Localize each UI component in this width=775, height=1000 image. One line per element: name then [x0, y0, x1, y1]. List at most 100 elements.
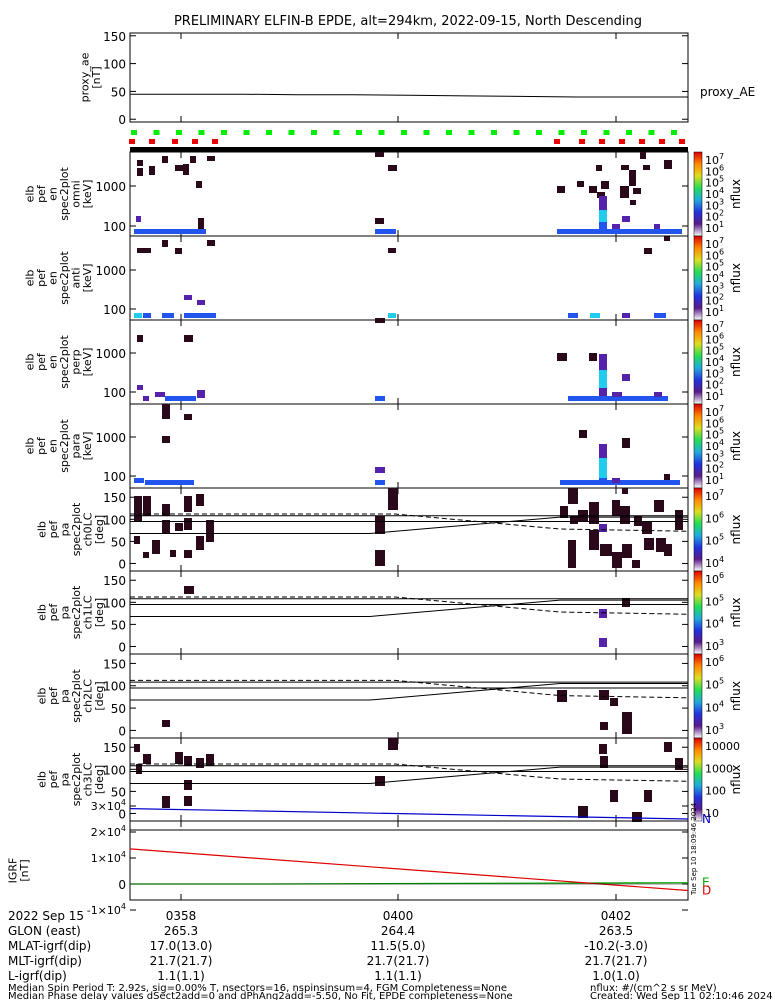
- footer-created: Created: Wed Sep 11 02:10:46 2024: [590, 991, 773, 1000]
- heatmap-cell: [568, 488, 578, 504]
- colorbar: [693, 570, 703, 655]
- heatmap-cell: [162, 796, 170, 808]
- heatmap-cell: [184, 518, 192, 530]
- heatmap-cell: [664, 742, 672, 752]
- colorbar-tick-label: 105: [705, 427, 724, 442]
- colorbar-tick-label: 106: [705, 654, 724, 669]
- y-tick-label: 0: [118, 557, 126, 571]
- heatmap-cell: [388, 488, 398, 510]
- heatmap-cell: [629, 170, 636, 186]
- status-green-marker: [626, 130, 632, 135]
- heatmap-cell: [134, 478, 144, 483]
- status-red-marker: [639, 139, 645, 144]
- heatmap-cell: [612, 478, 620, 483]
- status-green-marker: [446, 130, 452, 135]
- heatmap-cell: [184, 550, 192, 558]
- colorbar-tick-label: 102: [705, 461, 724, 476]
- colorbar-tick-label: 104: [705, 270, 724, 285]
- colorbar-tick-label: 102: [705, 377, 724, 392]
- heatmap-cell: [162, 313, 174, 318]
- status-green-marker: [671, 130, 677, 135]
- heatmap-cell: [184, 496, 192, 512]
- heatmap-cell: [184, 796, 192, 806]
- colorbar-tick-label: 101: [705, 472, 724, 487]
- colorbar-tick-label: 106: [705, 247, 724, 262]
- heatmap-cell: [184, 756, 192, 766]
- heatmap-cell: [599, 458, 607, 478]
- footer-value: 1.1(1.1): [374, 969, 422, 983]
- y-tick-label: 0: [118, 807, 126, 821]
- heatmap-cell: [622, 374, 630, 381]
- heatmap-cell: [162, 504, 170, 516]
- colorbar-tick-label: 103: [705, 197, 724, 212]
- heatmap-cell: [560, 506, 568, 518]
- colorbar-tick-label: 105: [705, 533, 724, 548]
- colorbar-tick-label: 10000: [705, 740, 740, 753]
- y-axis-label-line: elb: [23, 186, 36, 203]
- colorbar-tick-label: 105: [705, 677, 724, 692]
- heatmap-cell: [184, 586, 194, 594]
- colorbar-label: nflux: [729, 347, 743, 377]
- heatmap-cell: [664, 544, 672, 556]
- heatmap-cell: [145, 480, 185, 485]
- y-axis-label-line: elb: [23, 438, 36, 455]
- heatmap-cell: [612, 500, 620, 516]
- colorbar-label: nflux: [729, 765, 743, 795]
- heatmap-cell: [557, 186, 565, 193]
- footer-value: 265.3: [164, 924, 198, 938]
- heatmap-cell: [165, 396, 185, 401]
- colorbar-tick-label: 107: [705, 152, 724, 167]
- heatmap-cell: [644, 248, 652, 254]
- heatmap-cell: [175, 165, 183, 171]
- y-axis-label-line: en: [46, 439, 59, 453]
- figure-title: PRELIMINARY ELFIN-B EPDE, alt=294km, 202…: [174, 14, 642, 29]
- heatmap-cell: [184, 780, 192, 790]
- footer-note: Median Phase delay values dSect2add=0 an…: [8, 991, 513, 1000]
- ch1LC-anti-losscone-line: [130, 596, 689, 615]
- status-red-marker: [212, 139, 218, 144]
- heatmap-cell: [134, 229, 196, 234]
- colorbar-label: nflux: [729, 431, 743, 461]
- heatmap-cell: [143, 754, 151, 764]
- heatmap-cell: [600, 756, 608, 768]
- igrf-N-label: N: [702, 812, 711, 826]
- proxy-ae-legend: proxy_AE: [700, 85, 755, 99]
- y-axis-label-line: pef: [47, 603, 60, 622]
- footer-value: 11.5(5.0): [370, 939, 425, 953]
- status-green-marker: [243, 130, 250, 135]
- igrf-frame: [129, 820, 689, 901]
- y-axis-label-line: pa: [58, 773, 71, 787]
- heatmap-cell: [664, 474, 670, 480]
- heatmap-cell: [175, 248, 182, 254]
- status-red-marker: [619, 139, 625, 144]
- heatmap-cell: [622, 313, 630, 318]
- colorbar-tick-label: 100: [705, 785, 726, 798]
- y-axis-label-line: pef: [47, 520, 60, 539]
- colorbar-tick-label: 101: [705, 304, 724, 319]
- status-green-marker: [491, 130, 497, 135]
- heatmap-cell: [149, 166, 155, 175]
- footer: 2022 Sep 15 GLON (east) MLAT-igrf(dip) M…: [8, 909, 773, 1000]
- heatmap-cell: [620, 506, 630, 524]
- heatmap-cell: [599, 210, 607, 222]
- colorbar-label: nflux: [729, 263, 743, 293]
- heatmap-cell: [644, 538, 654, 550]
- y-axis-label-line: IGRF: [6, 858, 19, 884]
- heatmap-cell: [589, 353, 597, 361]
- heatmap-cell: [599, 524, 607, 532]
- status-green-marker: [221, 130, 227, 135]
- y-axis-label-line: pef: [35, 268, 48, 287]
- heatmap-cell: [590, 313, 600, 318]
- heatmap-cell: [633, 188, 641, 194]
- y-axis-label-line: en: [46, 355, 59, 369]
- y-axis-label-line: [deg]: [93, 598, 106, 627]
- colorbar-tick-label: 106: [705, 163, 724, 178]
- footer-row-label: MLAT-igrf(dip): [8, 939, 91, 953]
- status-red-marker: [679, 139, 685, 144]
- heatmap-cell: [375, 550, 385, 566]
- heatmap-cell: [612, 224, 620, 229]
- colorbar-tick-label: 106: [705, 331, 724, 346]
- colorbar-tick-label: 104: [705, 186, 724, 201]
